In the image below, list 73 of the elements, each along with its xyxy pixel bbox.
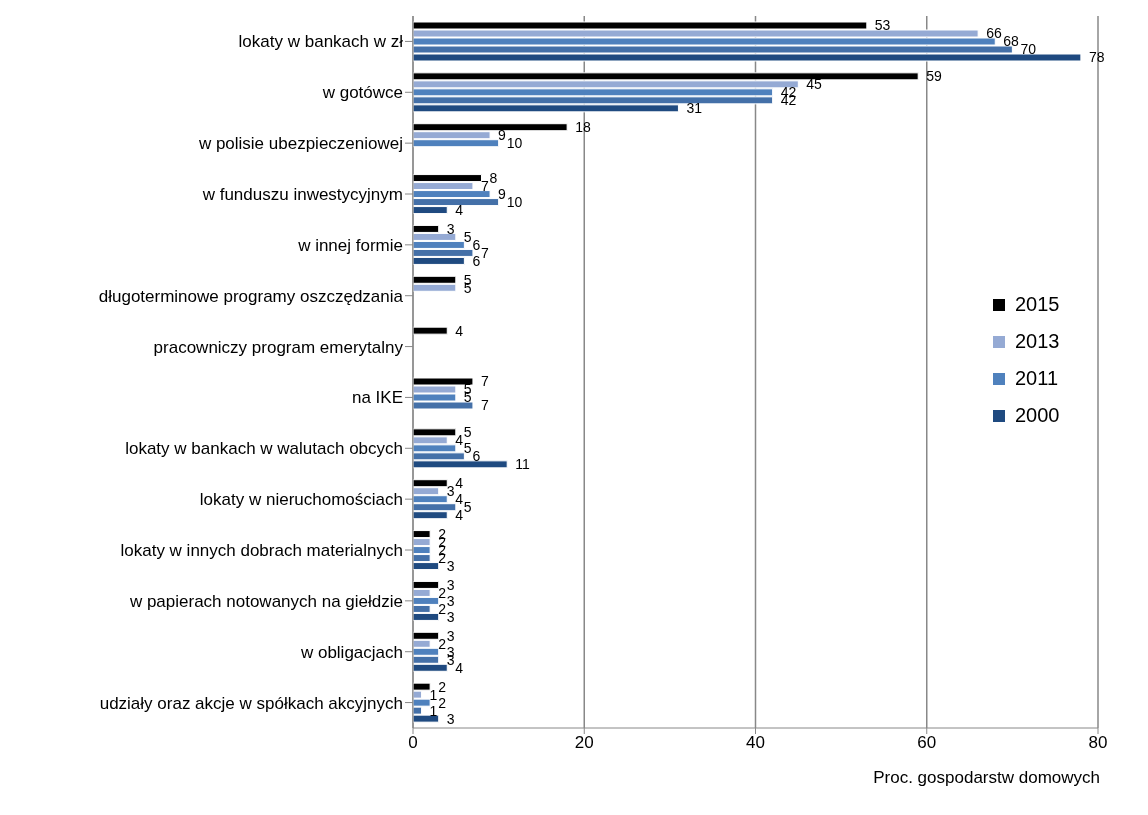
- data-label: 68: [1003, 33, 1020, 50]
- x-tick-label: 20: [574, 733, 594, 753]
- data-label: 70: [1020, 41, 1037, 58]
- data-label: 7: [480, 178, 489, 195]
- y-tick-label: długoterminowe programy oszczędzania: [98, 286, 404, 306]
- data-label: 1: [429, 702, 438, 719]
- data-label: 10: [506, 194, 523, 211]
- data-label: 4: [455, 659, 464, 676]
- data-label: 59: [926, 68, 942, 85]
- y-tick-label: w polisie ubezpieczeniowej: [197, 134, 403, 154]
- data-label: 7: [480, 397, 489, 414]
- x-tick-label: 0: [408, 733, 418, 753]
- y-tick-label: w gotówce: [321, 83, 403, 103]
- y-tick-label: w innej formie: [297, 235, 403, 255]
- data-label: 3: [446, 220, 455, 237]
- data-label: 4: [455, 475, 464, 492]
- x-tick-label: 40: [746, 733, 765, 753]
- data-label: 4: [455, 432, 464, 449]
- bar: [413, 326, 448, 335]
- data-label: 3: [446, 627, 455, 644]
- y-tick-label: w funduszu inwestycyjnym: [201, 185, 403, 205]
- data-label: 4: [455, 491, 464, 508]
- data-label: 4: [455, 202, 464, 219]
- data-label: 4: [455, 322, 464, 339]
- legend-label: 2015: [1015, 293, 1060, 316]
- data-label: 9: [498, 186, 507, 203]
- y-tick-label: lokaty w bankach w zł: [238, 32, 404, 52]
- legend-label: 2013: [1015, 330, 1060, 353]
- data-label: 45: [806, 76, 823, 93]
- data-label: 78: [1088, 49, 1105, 66]
- y-tick-label: pracowniczy program emerytalny: [153, 337, 404, 357]
- y-tick-label: w obligacjach: [299, 642, 403, 662]
- y-tick-label: w papierach notowanych na giełdzie: [128, 591, 403, 611]
- legend-label: 2011: [1015, 367, 1059, 390]
- data-label: 53: [874, 17, 891, 34]
- data-label: 3: [446, 558, 455, 575]
- y-tick-label: lokaty w innych dobrach materialnych: [120, 541, 403, 561]
- data-label: 11: [515, 456, 530, 473]
- data-label: 6: [472, 252, 481, 269]
- data-label: 66: [986, 25, 1002, 42]
- data-label: 1: [429, 686, 438, 703]
- data-label: 2: [438, 678, 447, 695]
- data-label: 9: [498, 127, 507, 144]
- data-label: 3: [446, 710, 455, 727]
- data-label: 5: [463, 228, 472, 245]
- data-label: 3: [446, 592, 455, 609]
- x-tick-label: 80: [1088, 733, 1108, 753]
- data-label: 3: [446, 576, 455, 593]
- data-label: 5: [463, 424, 472, 441]
- data-label: 4: [455, 507, 464, 524]
- y-tick-label: na IKE: [351, 388, 403, 408]
- data-label: 2: [438, 635, 447, 652]
- data-label: 3: [446, 608, 455, 625]
- data-label: 7: [480, 373, 489, 390]
- y-tick-label: lokaty w nieruchomościach: [199, 490, 403, 510]
- data-label: 7: [480, 244, 489, 261]
- legend-label: 2000: [1015, 404, 1060, 427]
- data-label: 6: [472, 236, 481, 253]
- data-label: 10: [506, 135, 523, 152]
- y-tick-label: lokaty w bankach w walutach obcych: [125, 439, 403, 459]
- data-label: 5: [463, 499, 472, 516]
- x-axis-title: Proc. gospodarstw domowych: [873, 768, 1100, 788]
- data-label: 2: [438, 584, 447, 601]
- data-label: 31: [686, 100, 703, 117]
- x-tick-label: 60: [917, 733, 937, 753]
- data-label: 6: [472, 448, 481, 465]
- data-label: 2: [438, 694, 447, 711]
- data-label: 3: [446, 483, 455, 500]
- data-label: 5: [463, 440, 472, 457]
- y-tick-label: udziały oraz akcje w spółkach akcyjnych: [99, 693, 403, 713]
- data-label: 8: [489, 170, 498, 187]
- data-label: 2: [438, 600, 447, 617]
- data-label: 18: [575, 119, 591, 136]
